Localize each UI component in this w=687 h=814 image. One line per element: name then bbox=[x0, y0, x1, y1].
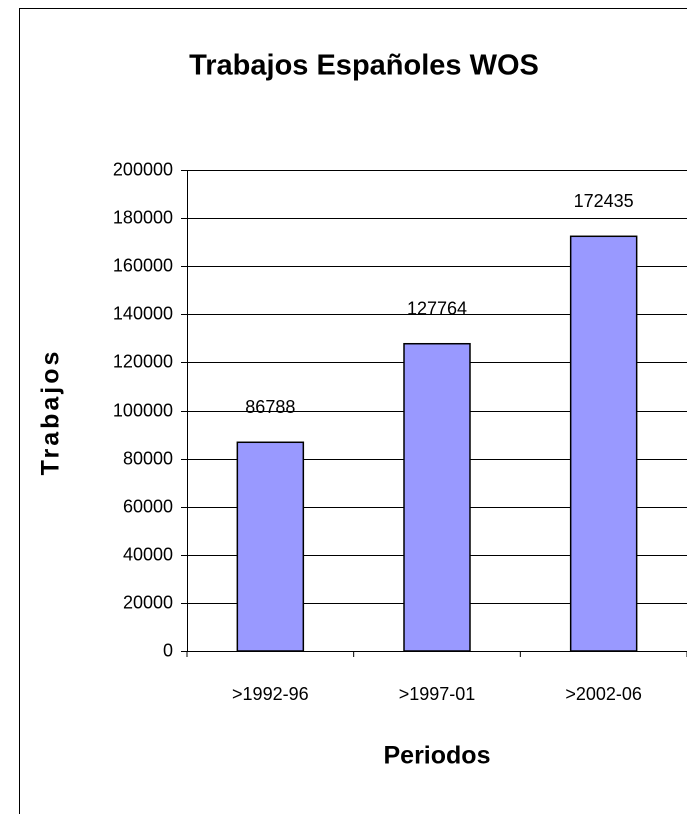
y-tick-label: 140000 bbox=[113, 303, 173, 323]
y-tick-label: 180000 bbox=[113, 207, 173, 227]
bar bbox=[569, 235, 638, 652]
y-tick-label: 80000 bbox=[123, 448, 173, 468]
y-tick-label: 200000 bbox=[113, 159, 173, 179]
x-axis-title: Periodos bbox=[384, 742, 491, 770]
data-label: 172435 bbox=[574, 191, 634, 211]
y-tick-label: 160000 bbox=[113, 255, 173, 275]
x-tick-label: >2002-06 bbox=[565, 684, 642, 704]
y-tick-label: 0 bbox=[163, 640, 173, 660]
x-tick-label: >1992-96 bbox=[232, 684, 309, 704]
y-tick-label: 120000 bbox=[113, 351, 173, 371]
y-tick-label: 100000 bbox=[113, 400, 173, 420]
y-axis-title: Trabajos bbox=[37, 349, 65, 476]
x-tick-label: >1997-01 bbox=[399, 684, 476, 704]
y-tick-label: 20000 bbox=[123, 592, 173, 612]
data-label: 86788 bbox=[245, 397, 295, 417]
data-label: 127764 bbox=[407, 298, 467, 318]
chart-title: Trabajos Españoles WOS bbox=[189, 50, 539, 82]
bar bbox=[236, 441, 305, 652]
bar bbox=[403, 342, 471, 652]
y-tick-label: 60000 bbox=[123, 496, 173, 516]
y-tick-label: 40000 bbox=[123, 544, 173, 564]
